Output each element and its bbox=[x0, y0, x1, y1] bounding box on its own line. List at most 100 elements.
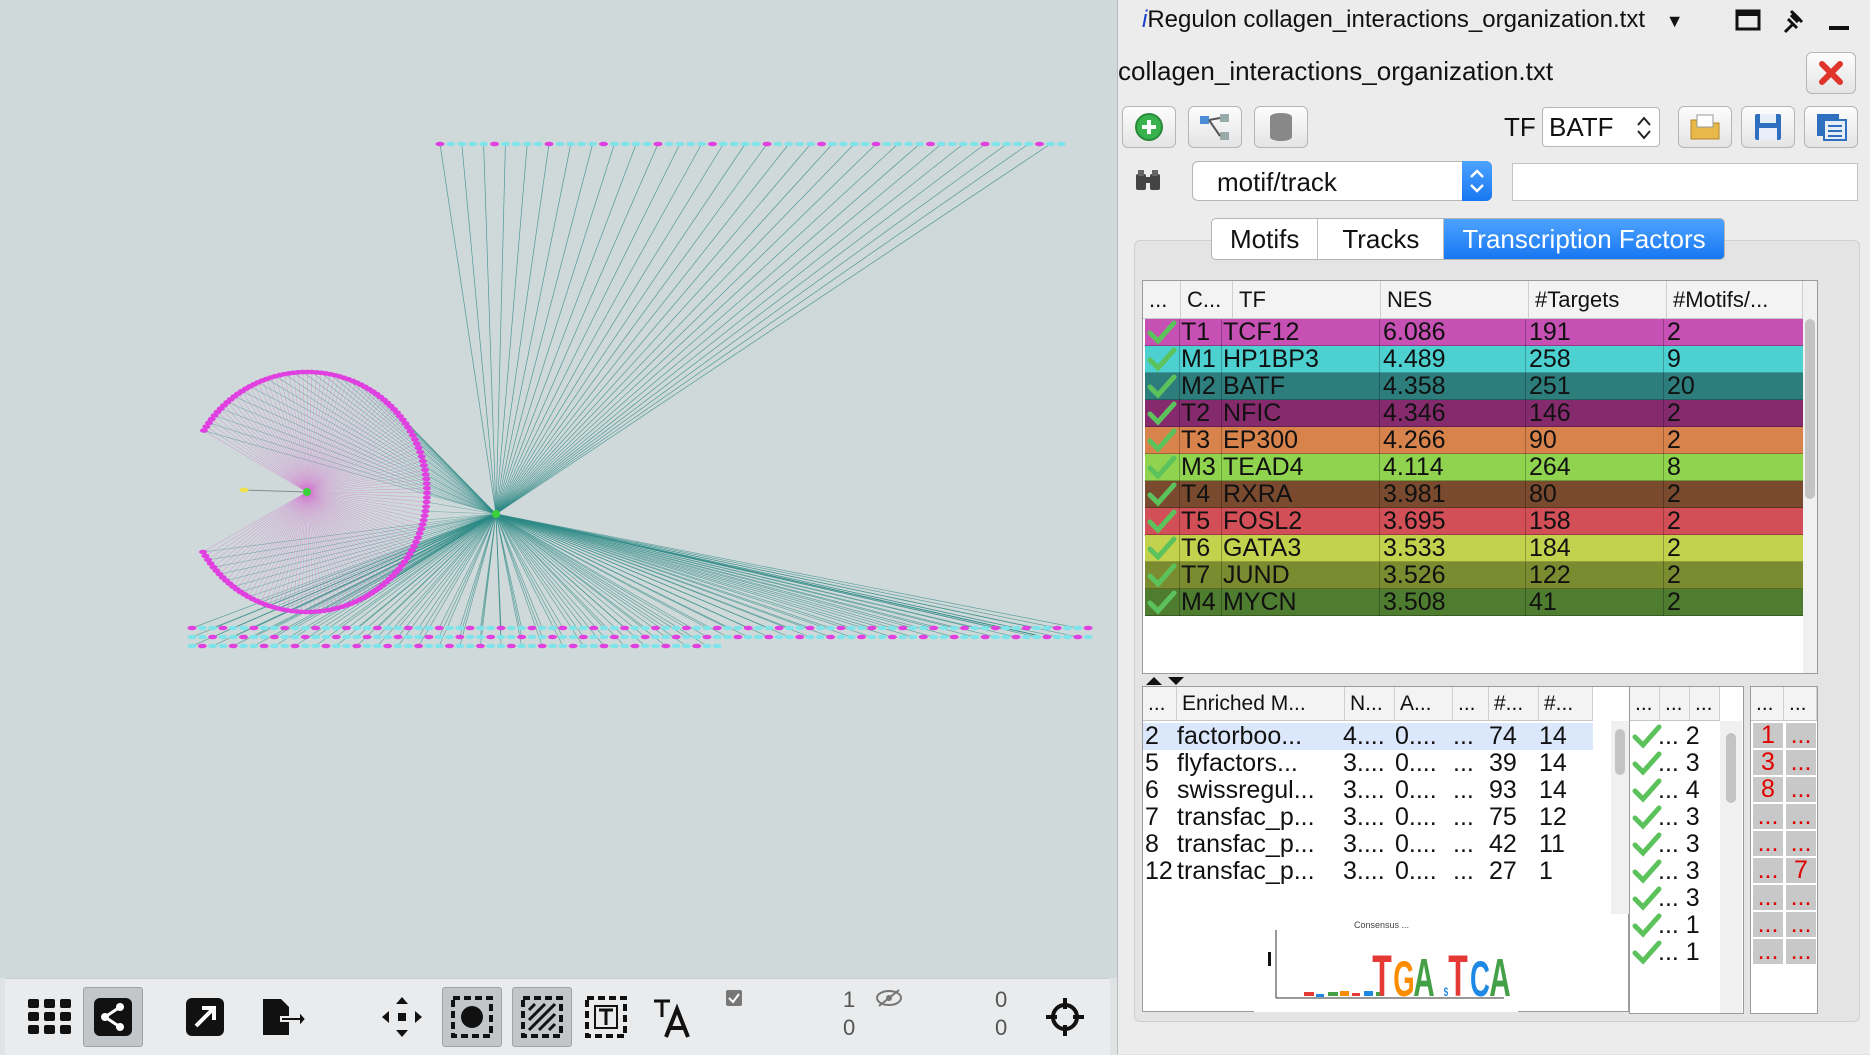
network-node[interactable] bbox=[569, 644, 578, 649]
network-node[interactable] bbox=[200, 428, 208, 433]
network-node[interactable] bbox=[1046, 142, 1055, 147]
network-node[interactable] bbox=[661, 644, 670, 649]
center-target-button[interactable] bbox=[1035, 987, 1095, 1047]
network-node[interactable] bbox=[991, 635, 1000, 640]
hide-selected-button[interactable] bbox=[512, 987, 572, 1047]
network-node[interactable] bbox=[981, 635, 990, 640]
network-node[interactable] bbox=[321, 626, 330, 631]
network-node[interactable] bbox=[517, 644, 526, 649]
network-node[interactable] bbox=[1001, 626, 1010, 631]
red-table-cell[interactable]: ... bbox=[1753, 912, 1783, 937]
network-node[interactable] bbox=[723, 635, 732, 640]
check-table-scroll-thumb[interactable] bbox=[1726, 733, 1736, 803]
network-node[interactable] bbox=[888, 635, 897, 640]
network-node[interactable] bbox=[708, 142, 717, 147]
network-node[interactable] bbox=[408, 548, 416, 553]
network-node[interactable] bbox=[959, 142, 968, 147]
network-node[interactable] bbox=[579, 635, 588, 640]
network-node[interactable] bbox=[828, 142, 837, 147]
network-node[interactable] bbox=[229, 635, 238, 640]
float-window-button[interactable] bbox=[1735, 8, 1761, 37]
network-node[interactable] bbox=[321, 644, 330, 649]
red-table-cell[interactable]: 7 bbox=[1786, 858, 1816, 883]
network-node[interactable] bbox=[497, 626, 506, 631]
network-node[interactable] bbox=[352, 626, 361, 631]
network-node[interactable] bbox=[1024, 142, 1033, 147]
network-node[interactable] bbox=[455, 626, 464, 631]
red-table-cell[interactable]: ... bbox=[1753, 804, 1783, 829]
network-node[interactable] bbox=[517, 626, 526, 631]
network-graph[interactable] bbox=[0, 0, 1117, 978]
motif-col-header-other[interactable]: ... bbox=[1453, 687, 1489, 721]
network-node[interactable] bbox=[1042, 635, 1051, 640]
network-node[interactable] bbox=[981, 626, 990, 631]
network-node[interactable] bbox=[249, 644, 258, 649]
network-node[interactable] bbox=[435, 626, 444, 631]
network-node[interactable] bbox=[630, 644, 639, 649]
network-node[interactable] bbox=[816, 626, 825, 631]
network-node[interactable] bbox=[527, 644, 536, 649]
network-node[interactable] bbox=[970, 626, 979, 631]
network-node[interactable] bbox=[672, 635, 681, 640]
network-node[interactable] bbox=[412, 540, 420, 545]
network-node[interactable] bbox=[795, 626, 804, 631]
check-table-row[interactable]: ... 3 bbox=[1630, 858, 1720, 885]
network-node[interactable] bbox=[416, 531, 424, 536]
network-node[interactable] bbox=[229, 626, 238, 631]
network-node[interactable] bbox=[588, 142, 597, 147]
network-node[interactable] bbox=[188, 635, 197, 640]
network-node[interactable] bbox=[675, 142, 684, 147]
motif-col-header-auc[interactable]: A... bbox=[1395, 687, 1453, 721]
network-node[interactable] bbox=[839, 142, 848, 147]
network-node[interactable] bbox=[468, 142, 477, 147]
network-node[interactable] bbox=[1084, 626, 1093, 631]
check-col-header-2[interactable]: ... bbox=[1660, 687, 1690, 721]
network-node[interactable] bbox=[507, 635, 516, 640]
network-node[interactable] bbox=[239, 644, 248, 649]
network-node[interactable] bbox=[713, 644, 722, 649]
red-table-cell[interactable]: ... bbox=[1786, 723, 1816, 748]
network-node[interactable] bbox=[198, 626, 207, 631]
network-node[interactable] bbox=[878, 635, 887, 640]
network-node[interactable] bbox=[723, 626, 732, 631]
network-node[interactable] bbox=[713, 635, 722, 640]
network-node[interactable] bbox=[589, 644, 598, 649]
network-node[interactable] bbox=[342, 644, 351, 649]
network-node[interactable] bbox=[579, 626, 588, 631]
network-node[interactable] bbox=[512, 142, 521, 147]
motif-col-header-b[interactable]: #... bbox=[1539, 687, 1593, 721]
network-node[interactable] bbox=[577, 142, 586, 147]
check-table-row[interactable]: ... 3 bbox=[1630, 750, 1720, 777]
network-node[interactable] bbox=[620, 635, 629, 640]
center-node[interactable] bbox=[303, 488, 311, 496]
motif-col-header-rank[interactable]: ... bbox=[1143, 687, 1177, 721]
network-node[interactable] bbox=[744, 635, 753, 640]
check-table-row[interactable]: ... 4 bbox=[1630, 777, 1720, 804]
network-node[interactable] bbox=[1012, 626, 1021, 631]
network-node[interactable] bbox=[672, 644, 681, 649]
network-node[interactable] bbox=[497, 635, 506, 640]
network-node[interactable] bbox=[558, 644, 567, 649]
network-node[interactable] bbox=[423, 481, 431, 486]
network-button[interactable] bbox=[1188, 106, 1242, 148]
network-node[interactable] bbox=[872, 142, 881, 147]
network-node[interactable] bbox=[1013, 142, 1022, 147]
grid-view-button[interactable] bbox=[20, 987, 80, 1047]
network-node[interactable] bbox=[476, 644, 485, 649]
annotation-text-button[interactable] bbox=[576, 987, 636, 1047]
network-node[interactable] bbox=[501, 142, 510, 147]
network-node[interactable] bbox=[893, 142, 902, 147]
network-node[interactable] bbox=[422, 472, 430, 477]
network-node[interactable] bbox=[703, 635, 712, 640]
network-node[interactable] bbox=[417, 527, 425, 532]
motif-table-scrollbar[interactable] bbox=[1611, 721, 1629, 915]
network-node[interactable] bbox=[435, 644, 444, 649]
motif-col-header-name[interactable]: Enriched M... bbox=[1177, 687, 1345, 721]
network-node[interactable] bbox=[188, 644, 197, 649]
red-table-cell[interactable]: ... bbox=[1786, 804, 1816, 829]
network-node[interactable] bbox=[937, 142, 946, 147]
